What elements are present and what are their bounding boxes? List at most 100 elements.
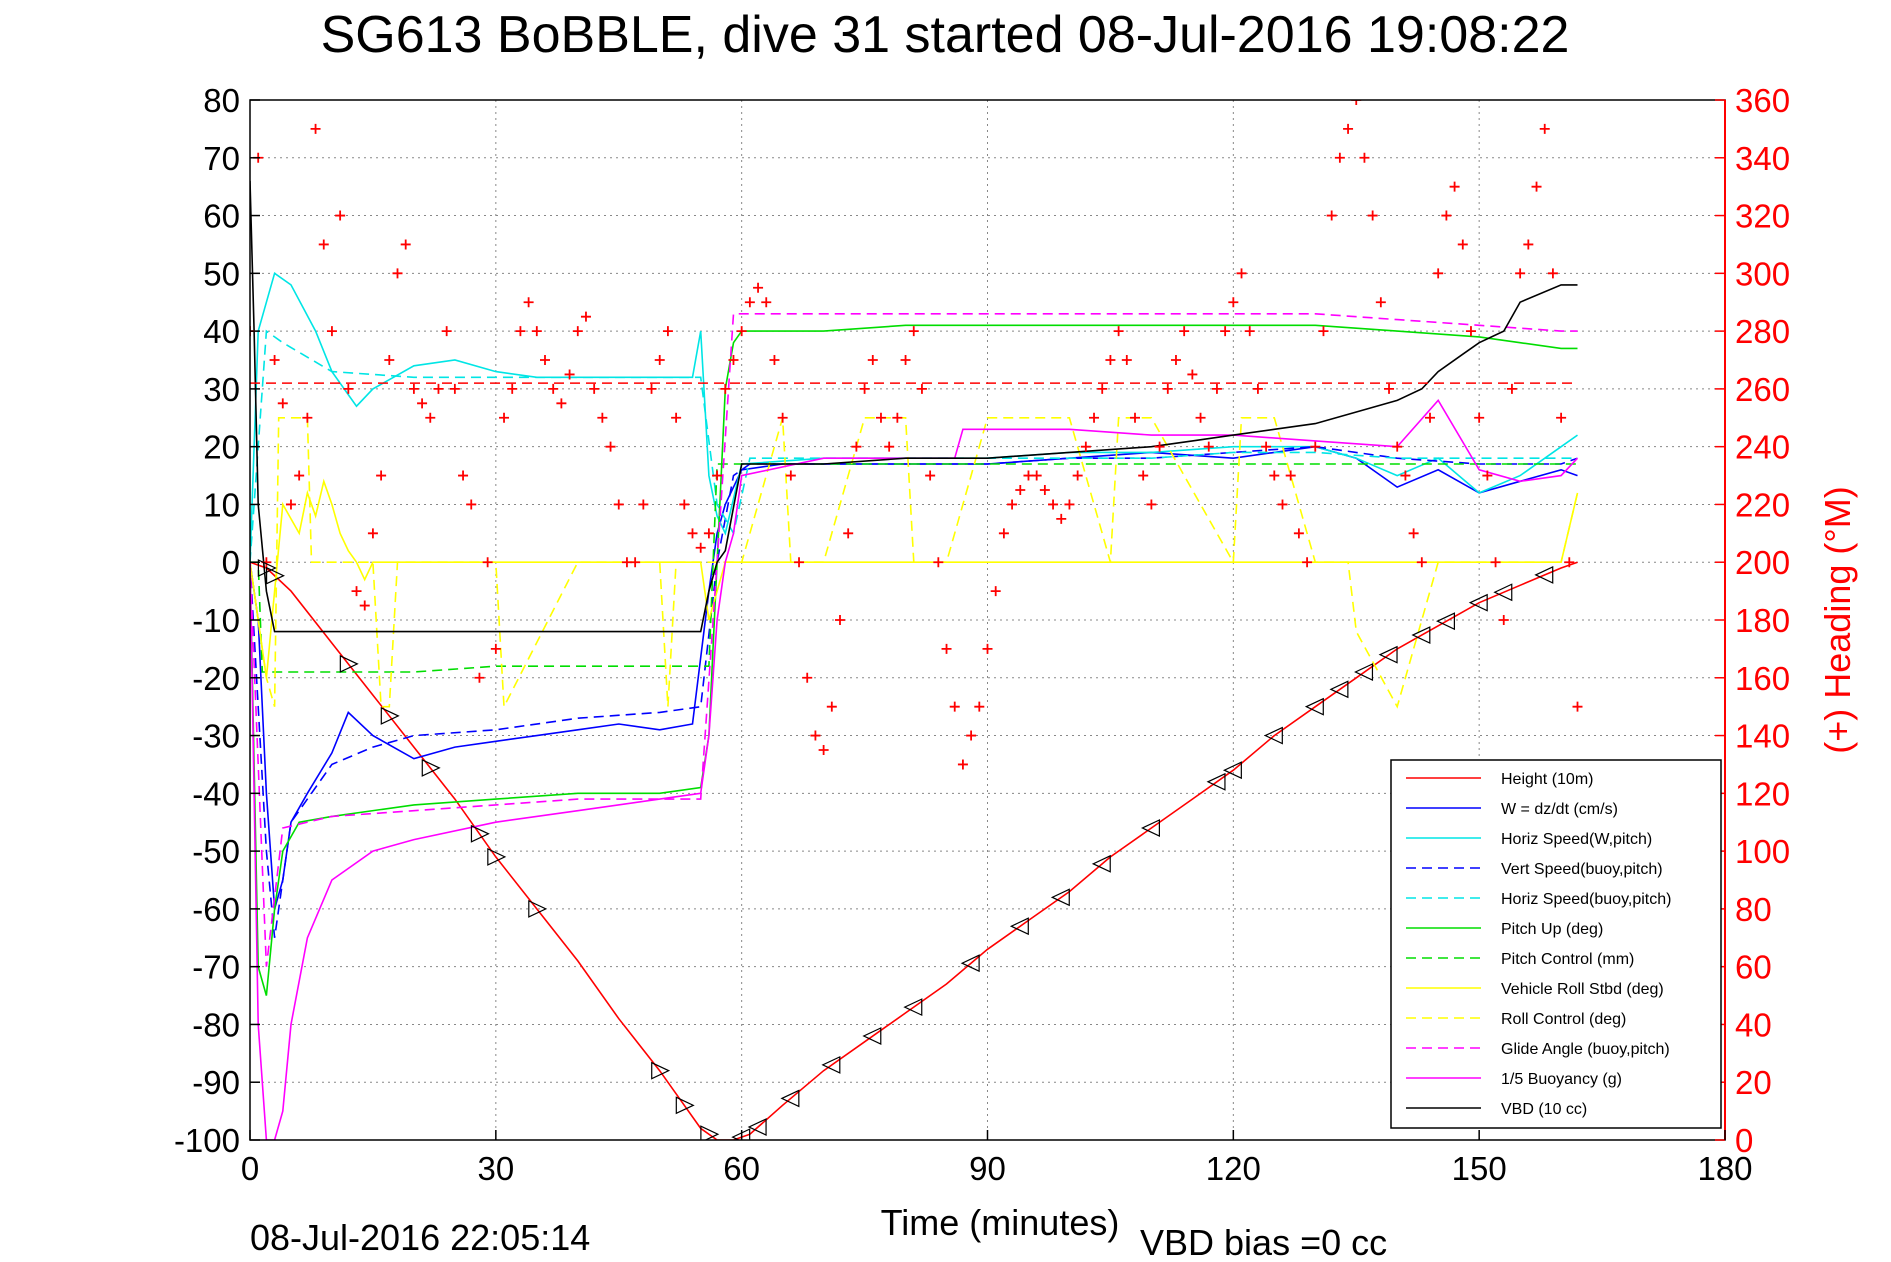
heading-point xyxy=(1252,383,1263,394)
heading-point xyxy=(1138,470,1149,481)
depth-marker-descent xyxy=(265,566,285,585)
heading-point xyxy=(679,499,690,510)
depth-marker-descent xyxy=(487,847,507,866)
heading-point xyxy=(589,383,600,394)
heading-point xyxy=(925,470,936,481)
left-axis-ticks: 80 70 60 50 40 30 20 10 0 -10 -20 -30 -40 -50 -60 -70 -8… xyxy=(174,82,260,1159)
heading-point xyxy=(1318,326,1329,337)
heading-point xyxy=(1334,152,1345,163)
heading-point xyxy=(367,528,378,539)
heading-point xyxy=(1474,412,1485,423)
heading-point xyxy=(835,615,845,625)
heading-layer xyxy=(250,100,1583,770)
heading-point xyxy=(425,412,436,423)
right-tick-label: 100 xyxy=(1735,833,1790,870)
right-tick-label: 280 xyxy=(1735,313,1790,350)
heading-point xyxy=(597,412,608,423)
heading-point xyxy=(1547,268,1558,279)
left-tick-label: 50 xyxy=(203,255,240,292)
heading-point xyxy=(1089,412,1100,423)
legend: Height (10m) W = dz/dt (cm/s) Horiz Speed(… xyxy=(1390,759,1722,1129)
heading-point xyxy=(1244,326,1255,337)
series-line xyxy=(250,445,1578,938)
legend-entry-label: VBD (10 cc) xyxy=(1501,1101,1587,1118)
series-line xyxy=(250,329,1578,563)
heading-point xyxy=(466,499,477,510)
heading-point xyxy=(285,499,296,510)
depth-marker-ascent xyxy=(1206,772,1226,791)
left-tick-label: -20 xyxy=(192,660,240,697)
depth-marker-layer xyxy=(257,559,1554,1140)
heading-point xyxy=(1326,210,1337,221)
heading-point xyxy=(1048,499,1059,510)
heading-point xyxy=(482,557,493,568)
right-tick-label: 200 xyxy=(1735,544,1790,581)
depth-marker-ascent xyxy=(1329,680,1349,699)
heading-point xyxy=(843,528,854,539)
legend-box xyxy=(1390,759,1722,1129)
heading-point xyxy=(974,701,985,712)
heading-point xyxy=(1056,513,1067,524)
heading-point xyxy=(1367,210,1378,221)
depth-marker-ascent xyxy=(1263,726,1283,745)
legend-entry-label: Horiz Speed(buoy,pitch) xyxy=(1501,891,1671,908)
heading-point xyxy=(605,441,616,452)
heading-point xyxy=(392,268,403,279)
left-tick-label: 20 xyxy=(203,429,240,466)
left-tick-label: 70 xyxy=(203,140,240,177)
heading-point xyxy=(1531,181,1542,192)
heading-point xyxy=(556,398,567,409)
right-tick-label: 120 xyxy=(1735,775,1790,812)
legend-entry-label: 1/5 Buoyancy (g) xyxy=(1501,1071,1622,1088)
depth-marker-ascent xyxy=(1378,645,1398,664)
heading-point xyxy=(1097,383,1108,394)
left-tick-label: -70 xyxy=(192,949,240,986)
heading-point xyxy=(580,311,591,322)
heading-point xyxy=(654,355,665,365)
right-tick-label: 340 xyxy=(1735,140,1790,177)
depth-marker-descent xyxy=(651,1061,671,1080)
series-line xyxy=(250,416,1579,710)
heading-point xyxy=(941,643,952,654)
depth-marker-descent xyxy=(528,899,548,918)
heading-point xyxy=(1523,239,1534,250)
heading-point xyxy=(1351,100,1362,105)
heading-point xyxy=(875,412,886,423)
series-line xyxy=(250,399,1579,1140)
legend-entry-label: Glide Angle (buoy,pitch) xyxy=(1501,1041,1670,1058)
depth-marker-ascent xyxy=(903,998,923,1017)
heading-point xyxy=(523,297,534,308)
heading-point xyxy=(400,239,411,250)
depth-marker-ascent xyxy=(780,1089,800,1108)
right-axis-label: (+) Heading (°M) xyxy=(1817,486,1858,753)
heading-point xyxy=(1261,441,1272,452)
heading-point xyxy=(794,557,805,568)
heading-point xyxy=(343,383,354,394)
heading-point xyxy=(1425,412,1435,423)
left-tick-label: 60 xyxy=(203,198,240,235)
heading-point xyxy=(695,542,706,553)
depth-marker-ascent xyxy=(1222,761,1242,780)
heading-point xyxy=(335,210,346,221)
left-tick-label: -80 xyxy=(192,1006,240,1043)
right-tick-label: 260 xyxy=(1735,371,1790,408)
left-tick-label: -90 xyxy=(192,1064,240,1101)
heading-point xyxy=(818,745,829,755)
heading-point xyxy=(564,369,575,380)
heading-point xyxy=(1072,470,1083,481)
heading-point xyxy=(433,383,444,394)
heading-point xyxy=(728,355,739,365)
heading-point xyxy=(449,383,460,394)
heading-point xyxy=(933,557,944,568)
heading-point xyxy=(1506,383,1517,394)
heading-point xyxy=(851,441,862,452)
heading-point xyxy=(417,398,428,409)
heading-point xyxy=(1015,485,1026,495)
heading-point xyxy=(351,586,362,597)
legend-entry-label: Pitch Control (mm) xyxy=(1501,951,1634,968)
heading-point xyxy=(1154,441,1165,452)
heading-point xyxy=(1515,268,1526,279)
heading-point xyxy=(916,383,927,394)
footer-timestamp: 08-Jul-2016 22:05:14 xyxy=(250,1217,590,1258)
heading-point xyxy=(1105,355,1116,365)
